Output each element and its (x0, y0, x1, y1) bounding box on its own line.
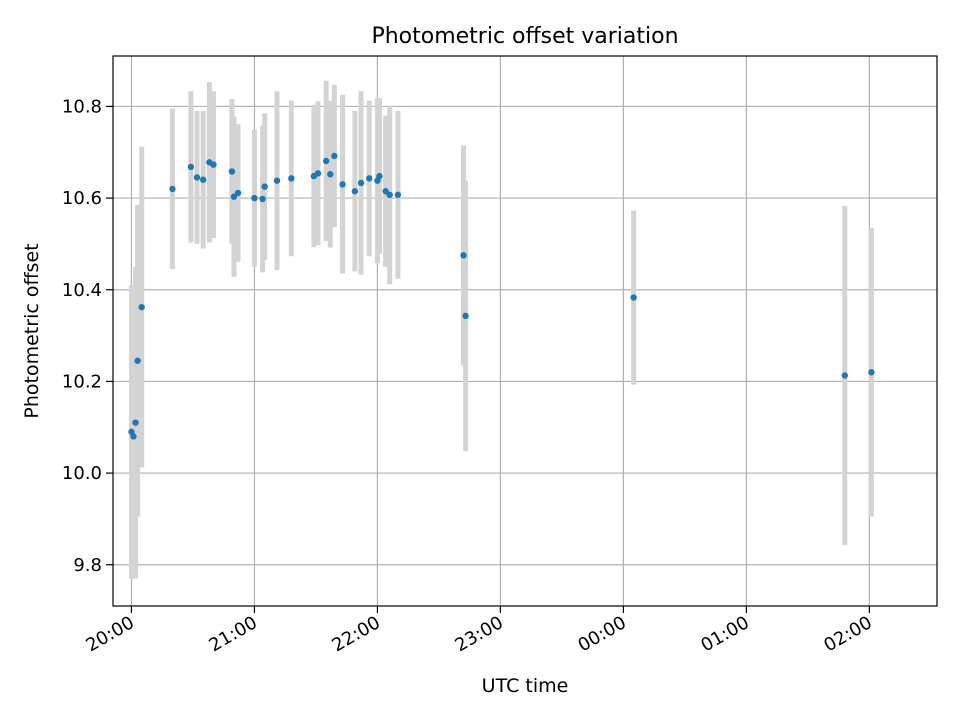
data-point (331, 152, 338, 160)
y-axis-label: Photometric offset (21, 243, 43, 418)
data-point (462, 312, 469, 320)
data-point (132, 419, 139, 426)
data-points (128, 152, 875, 440)
y-tick-label: 10.8 (62, 96, 102, 117)
chart-title: Photometric offset variation (371, 24, 678, 49)
data-point (234, 189, 242, 197)
data-point (630, 294, 637, 301)
y-tick-label: 10.2 (62, 371, 102, 392)
data-point (382, 188, 389, 195)
data-point (394, 191, 402, 199)
data-point (841, 372, 848, 379)
data-point (169, 185, 176, 193)
data-point (288, 175, 295, 182)
data-point (327, 171, 334, 178)
data-point (259, 195, 266, 203)
data-point (138, 303, 145, 311)
data-point (261, 183, 268, 190)
data-point (386, 191, 393, 199)
data-point (460, 252, 467, 259)
data-point (130, 433, 137, 440)
data-point (314, 170, 322, 177)
y-tick-label: 9.8 (73, 555, 102, 576)
data-point (339, 181, 346, 188)
data-point (351, 188, 359, 195)
data-point (322, 157, 330, 165)
data-point (376, 172, 383, 180)
x-axis-label: UTC time (482, 675, 569, 697)
data-point (228, 168, 236, 175)
y-tick-label: 10.0 (62, 463, 102, 484)
plot-frame (112, 55, 938, 607)
data-point (251, 194, 258, 202)
data-point (199, 176, 207, 183)
data-point (193, 174, 201, 181)
data-point (134, 357, 141, 364)
data-point (868, 369, 875, 376)
y-tick-label: 10.4 (62, 280, 102, 301)
data-point (357, 179, 365, 187)
data-point (187, 163, 195, 171)
data-point (210, 161, 217, 168)
data-point (230, 193, 238, 200)
data-point (273, 177, 281, 184)
data-point (366, 175, 373, 182)
y-tick-label: 10.6 (62, 188, 102, 209)
